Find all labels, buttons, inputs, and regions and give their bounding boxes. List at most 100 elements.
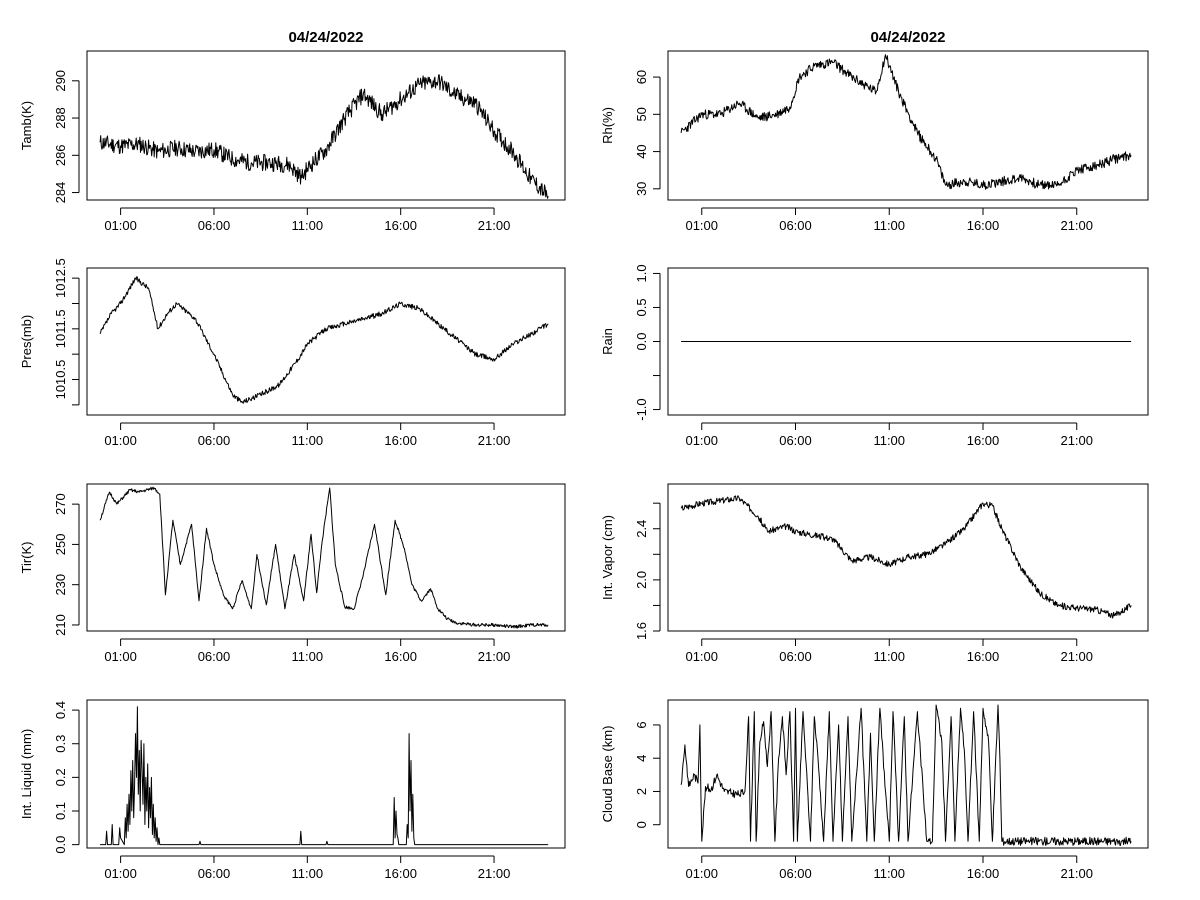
x-tick-label: 11:00 xyxy=(292,218,324,233)
y-tick-label: 288 xyxy=(53,107,68,129)
x-tick-label: 16:00 xyxy=(384,433,417,448)
x-tick-label: 16:00 xyxy=(967,218,1000,233)
right-column-title: 04/24/2022 xyxy=(870,29,945,46)
y-tick-label: 4 xyxy=(634,755,649,762)
y-tick-label: 0 xyxy=(634,821,649,828)
x-tick-label: 16:00 xyxy=(967,433,1000,448)
x-tick-label: 01:00 xyxy=(685,866,718,881)
x-tick-label: 16:00 xyxy=(384,218,417,233)
y-tick-label: 270 xyxy=(53,493,68,515)
x-tick-label: 11:00 xyxy=(292,866,324,881)
x-tick-label: 06:00 xyxy=(779,649,812,664)
x-tick-label: 01:00 xyxy=(685,218,718,233)
y-axis-title: Tir(K) xyxy=(19,541,34,573)
y-tick-label: 286 xyxy=(53,144,68,166)
panel-vapor: 01:00 06:00 11:00 16:00 21:00 1.6 2.0 2.4 Int. V… xyxy=(600,483,1149,664)
y-tick-label: 210 xyxy=(53,614,68,636)
panel-liquid: 01:00 06:00 11:00 16:00 21:00 0.0 0.1 0.2 0.3 0.4… xyxy=(19,699,566,881)
y-axis-title: Rh(%) xyxy=(600,107,615,144)
plot-frame xyxy=(86,699,566,849)
panel-tamb: 01:00 06:00 11:00 16:00 21:00 284 286 288 290 Tam… xyxy=(19,50,566,233)
x-tick-label: 21:00 xyxy=(478,649,511,664)
x-tick-label: 21:00 xyxy=(478,866,511,881)
x-tick-label: 06:00 xyxy=(198,649,231,664)
x-tick-label: 06:00 xyxy=(779,433,812,448)
y-axis-title: Rain xyxy=(600,328,615,355)
x-tick-label: 11:00 xyxy=(292,649,324,664)
y-tick-label: -1.0 xyxy=(634,398,649,420)
y-axis-title: Pres(mb) xyxy=(19,315,34,368)
x-tick-label: 21:00 xyxy=(1060,218,1093,233)
left-column-title: 04/24/2022 xyxy=(288,29,363,46)
series-line-vapor xyxy=(680,495,1132,619)
x-tick-label: 11:00 xyxy=(873,649,905,664)
series-line-cloud xyxy=(680,704,1132,846)
y-tick-label: 0.2 xyxy=(53,768,68,786)
y-tick-label: 290 xyxy=(53,70,68,92)
panel-pres: 01:00 06:00 11:00 16:00 21:00 1010.5 1011.5 101… xyxy=(19,258,566,448)
x-tick-label: 06:00 xyxy=(779,218,812,233)
y-tick-label: 2.0 xyxy=(634,571,649,589)
plot-frame xyxy=(667,483,1149,632)
y-tick-label: 0.0 xyxy=(53,836,68,854)
y-tick-label: 60 xyxy=(634,70,649,84)
y-tick-label: 0.4 xyxy=(53,701,68,719)
x-tick-label: 06:00 xyxy=(198,866,231,881)
y-tick-label: 0.0 xyxy=(634,332,649,350)
panel-rh: 01:00 06:00 11:00 16:00 21:00 30 40 50 60 Rh(%) xyxy=(600,50,1149,233)
panels: 01:00 06:00 11:00 16:00 21:00 284 286 288 290 Tam… xyxy=(19,50,1149,881)
x-tick-label: 06:00 xyxy=(198,218,231,233)
x-tick-label: 01:00 xyxy=(685,433,718,448)
x-tick-label: 01:00 xyxy=(104,866,137,881)
series-line-tir xyxy=(99,486,549,629)
series-line-tamb xyxy=(99,74,549,199)
x-tick-label: 01:00 xyxy=(104,218,137,233)
y-axis-title: Tamb(K) xyxy=(19,101,34,150)
x-tick-label: 11:00 xyxy=(292,433,324,448)
x-tick-label: 21:00 xyxy=(1060,433,1093,448)
plot-frame xyxy=(667,50,1149,201)
x-tick-label: 21:00 xyxy=(1060,649,1093,664)
panel-tir: 01:00 06:00 11:00 16:00 21:00 210 230 250 270 Tir… xyxy=(19,483,566,664)
y-tick-label: 250 xyxy=(53,534,68,556)
x-tick-label: 01:00 xyxy=(104,433,137,448)
y-tick-label: 0.5 xyxy=(634,298,649,316)
plot-frame xyxy=(86,483,566,632)
x-tick-label: 01:00 xyxy=(104,649,137,664)
plot-frame xyxy=(86,267,566,416)
y-tick-label: 2.4 xyxy=(634,520,649,538)
y-axis-title: Int. Vapor (cm) xyxy=(600,515,615,600)
y-tick-label: 40 xyxy=(634,144,649,158)
panel-cloud: 01:00 06:00 11:00 16:00 21:00 0 2 4 6 Cloud Base … xyxy=(600,699,1149,881)
y-tick-label: 1012.5 xyxy=(53,258,68,298)
plot-frame xyxy=(667,267,1149,416)
x-tick-label: 21:00 xyxy=(1060,866,1093,881)
x-tick-label: 11:00 xyxy=(873,218,905,233)
x-tick-label: 21:00 xyxy=(478,433,511,448)
y-tick-label: 2 xyxy=(634,788,649,795)
y-axis-title: Cloud Base (km) xyxy=(600,726,615,823)
plot-frame xyxy=(667,699,1149,849)
x-tick-label: 21:00 xyxy=(478,218,511,233)
y-tick-label: 6 xyxy=(634,721,649,728)
series-line-rh xyxy=(680,54,1132,190)
x-tick-label: 01:00 xyxy=(685,649,718,664)
x-tick-label: 06:00 xyxy=(198,433,231,448)
y-tick-label: 0.3 xyxy=(53,735,68,753)
x-tick-label: 11:00 xyxy=(873,866,905,881)
panel-rain: 01:00 06:00 11:00 16:00 21:00 -1.0 0.0 0.5 1.0 Ra… xyxy=(600,264,1149,448)
y-tick-label: 30 xyxy=(634,182,649,196)
y-tick-label: 1011.5 xyxy=(53,309,68,348)
x-tick-label: 16:00 xyxy=(384,649,417,664)
x-tick-label: 16:00 xyxy=(967,866,1000,881)
plot-frame xyxy=(86,50,566,201)
x-tick-label: 11:00 xyxy=(873,433,905,448)
series-line-liquid xyxy=(100,706,549,846)
y-tick-label: 0.1 xyxy=(53,802,68,820)
x-tick-label: 06:00 xyxy=(779,866,812,881)
y-tick-label: 1010.5 xyxy=(53,360,68,400)
y-tick-label: 1.6 xyxy=(634,622,649,640)
x-tick-label: 16:00 xyxy=(384,866,417,881)
y-tick-label: 284 xyxy=(53,182,68,204)
